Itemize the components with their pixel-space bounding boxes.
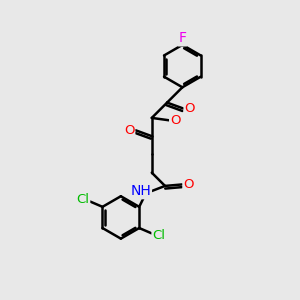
Text: O: O <box>183 178 194 191</box>
Text: O: O <box>170 114 181 127</box>
Text: F: F <box>178 32 186 45</box>
Text: O: O <box>124 124 134 137</box>
Text: Cl: Cl <box>76 193 89 206</box>
Text: Cl: Cl <box>152 229 165 242</box>
Text: NH: NH <box>130 184 151 198</box>
Text: O: O <box>184 102 195 115</box>
